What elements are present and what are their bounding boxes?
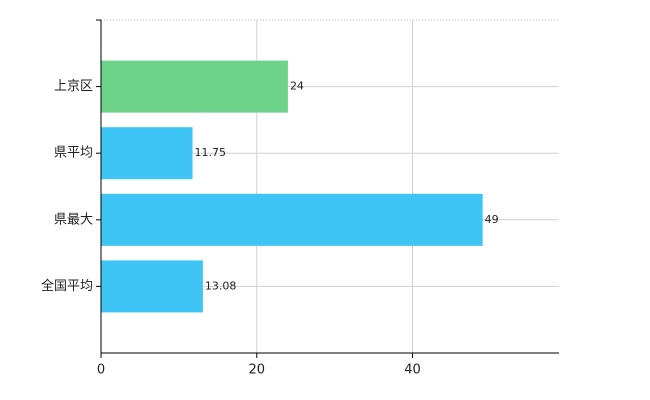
bar <box>101 60 288 113</box>
y-tick-label: 県平均 <box>54 146 93 161</box>
y-tick-label: 上京区 <box>54 79 93 94</box>
x-tick-label: 20 <box>249 363 266 378</box>
bar <box>101 193 483 246</box>
value-label: 24 <box>290 80 304 93</box>
x-tick-label: 40 <box>404 363 421 378</box>
y-tick-label: 全国平均 <box>41 278 93 294</box>
value-label: 49 <box>485 213 499 226</box>
y-tick-label: 県最大 <box>54 212 93 227</box>
bar <box>101 260 203 313</box>
x-tick-label: 0 <box>97 363 105 378</box>
value-label: 11.75 <box>195 146 227 159</box>
value-label: 13.08 <box>205 279 237 292</box>
bar <box>101 127 193 180</box>
